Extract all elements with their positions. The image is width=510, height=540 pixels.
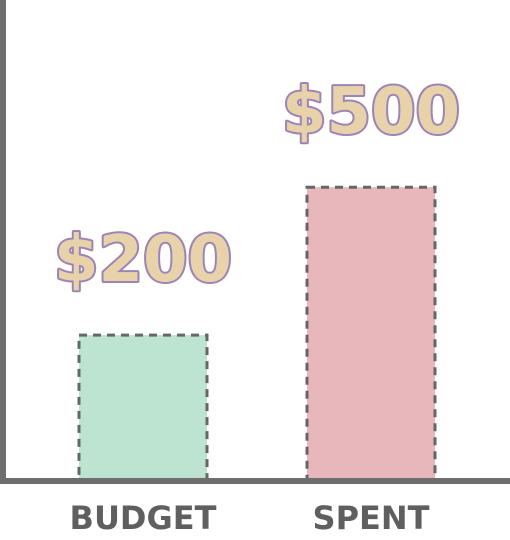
category-label-spent: SPENT [313, 499, 430, 537]
value-label-spent: $500 [282, 75, 460, 149]
value-label-budget: $200 [54, 223, 232, 297]
bar-spent [305, 185, 437, 482]
bar-budget [77, 333, 209, 482]
category-label-budget: BUDGET [70, 499, 217, 537]
labels-layer: $200 BUDGET $500 SPENT [52, 73, 462, 537]
axis-layer [0, 0, 510, 484]
bars-layer [77, 185, 437, 482]
